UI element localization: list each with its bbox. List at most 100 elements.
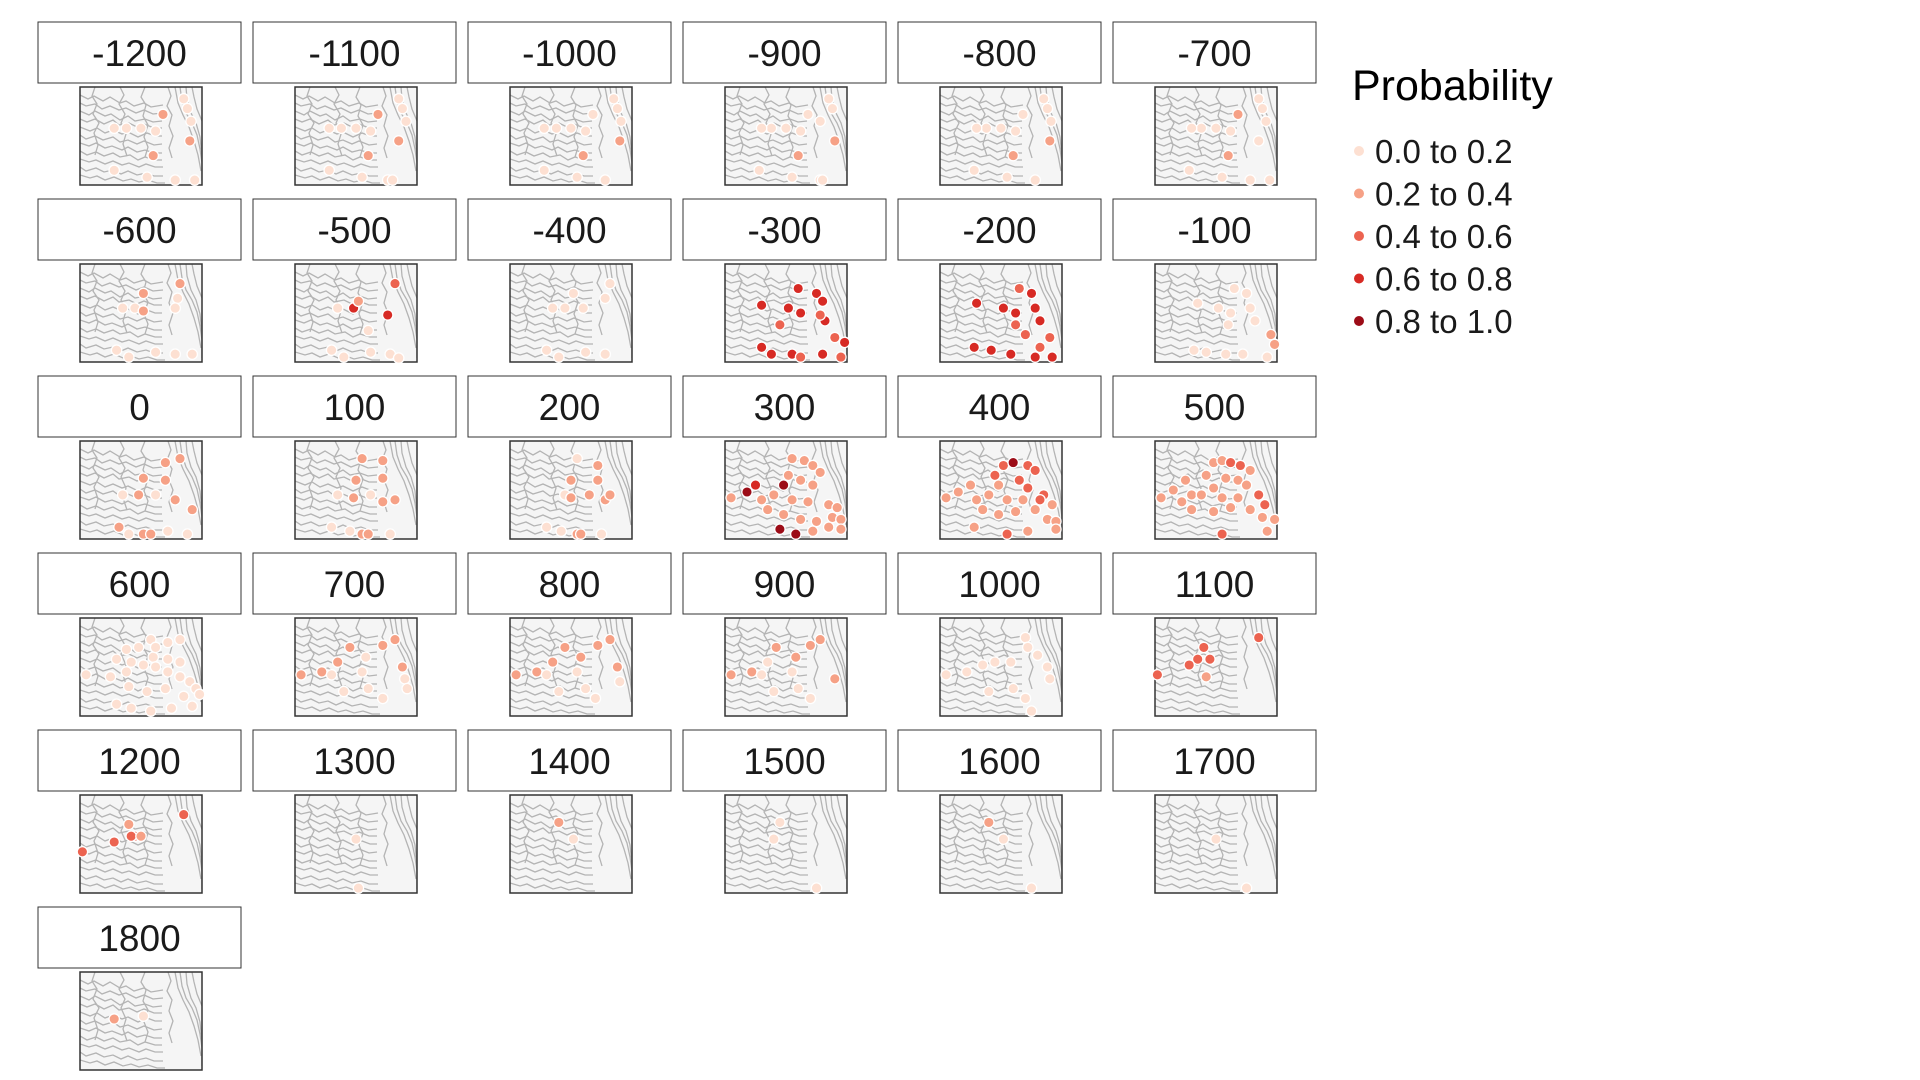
strip-box — [682, 375, 887, 438]
site-point — [1007, 149, 1020, 162]
strip-label: 700 — [324, 564, 386, 605]
site-point — [970, 493, 983, 506]
site-point — [1001, 171, 1013, 184]
site-point — [604, 489, 616, 501]
site-point — [1001, 493, 1013, 506]
strip-box — [37, 906, 242, 969]
legend-swatch — [1354, 273, 1364, 284]
site-point — [835, 513, 847, 526]
site-point — [976, 503, 989, 516]
panel-300: 300 — [682, 375, 887, 540]
site-point — [792, 682, 805, 695]
strip-label: -1000 — [522, 33, 617, 74]
panel-1400: 1400 — [467, 729, 672, 893]
strip-label: 600 — [109, 564, 171, 605]
site-point — [1261, 351, 1274, 363]
strip-label: -1100 — [309, 33, 401, 74]
strip-box — [682, 21, 887, 84]
site-point — [381, 309, 394, 321]
site-point — [1025, 882, 1038, 894]
site-point — [587, 108, 599, 121]
legend: Probability 0.0 to 0.2 0.2 to 0.4 0.4 to 0… — [1352, 62, 1553, 340]
site-point — [331, 656, 344, 668]
panel--200: -200 — [897, 198, 1102, 363]
panel-900: 900 — [682, 552, 887, 716]
strip-label: -400 — [532, 210, 606, 251]
site-point — [755, 122, 768, 135]
site-point — [325, 344, 338, 357]
site-point — [816, 174, 829, 186]
site-point — [1009, 505, 1022, 518]
site-point — [765, 122, 778, 135]
site-point — [1050, 523, 1062, 536]
site-point — [794, 351, 807, 363]
site-point — [1216, 171, 1228, 184]
site-point — [1222, 318, 1235, 331]
site-point — [599, 292, 612, 305]
site-point — [137, 305, 150, 317]
site-point — [185, 115, 197, 128]
site-point — [770, 641, 783, 654]
site-point — [792, 282, 805, 295]
site-point — [1216, 528, 1228, 540]
legend-label: 0.4 to 0.6 — [1375, 218, 1513, 255]
site-point — [550, 122, 563, 135]
strip-box — [467, 375, 672, 438]
site-point — [1185, 489, 1198, 501]
site-point — [826, 102, 839, 115]
site-point — [1200, 670, 1213, 683]
site-point — [1188, 344, 1200, 357]
site-point — [376, 495, 389, 508]
site-point — [835, 523, 847, 536]
site-point — [595, 528, 608, 540]
site-point — [1043, 331, 1056, 344]
panel--300: -300 — [682, 198, 887, 363]
site-point — [546, 656, 559, 668]
site-point — [1252, 489, 1265, 501]
site-point — [1252, 631, 1265, 644]
strip-box — [37, 21, 242, 84]
site-point — [389, 277, 401, 290]
site-point — [810, 882, 823, 894]
site-point — [1219, 472, 1232, 485]
site-point — [186, 700, 199, 713]
site-point — [116, 489, 129, 501]
site-point — [1256, 511, 1269, 524]
site-point — [838, 336, 851, 349]
site-point — [132, 641, 145, 654]
strip-box — [467, 552, 672, 615]
site-point — [1260, 115, 1272, 128]
site-point — [789, 528, 802, 540]
site-point — [985, 344, 998, 357]
site-point — [159, 682, 172, 695]
site-point — [122, 680, 135, 693]
legend-items: 0.0 to 0.2 0.2 to 0.4 0.4 to 0.6 0.6 to 0.8… — [1354, 133, 1513, 340]
strip-label: 100 — [324, 387, 386, 428]
strip-label: -900 — [747, 33, 821, 74]
site-point — [810, 515, 823, 528]
site-point — [352, 882, 365, 894]
site-point — [396, 102, 409, 115]
strip-box — [467, 729, 672, 792]
legend-swatch — [1354, 146, 1364, 156]
site-point — [1013, 282, 1026, 295]
site-point — [384, 528, 397, 540]
site-point — [376, 454, 389, 467]
site-point — [786, 171, 798, 184]
panel--1200: -1200 — [37, 21, 242, 186]
site-point — [135, 830, 147, 843]
site-point — [997, 833, 1010, 845]
strip-box — [1112, 198, 1317, 261]
site-point — [992, 508, 1005, 521]
site-point — [183, 135, 196, 147]
site-point — [337, 685, 350, 698]
panel--900: -900 — [682, 21, 887, 186]
site-point — [149, 125, 162, 137]
site-point — [1222, 149, 1235, 162]
legend-swatch — [1354, 316, 1364, 326]
site-point — [1009, 307, 1022, 319]
site-point — [1025, 705, 1038, 717]
site-point — [755, 493, 768, 506]
site-point — [1185, 122, 1198, 135]
site-point — [1029, 174, 1042, 186]
